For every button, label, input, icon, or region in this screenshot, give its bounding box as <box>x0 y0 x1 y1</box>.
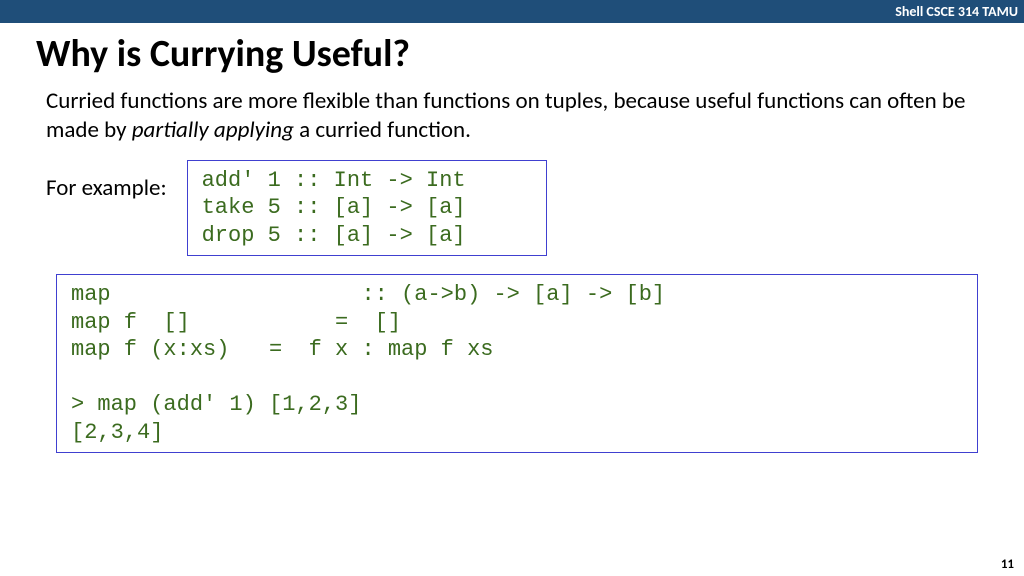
page-number: 11 <box>1001 557 1014 572</box>
para-emph: partially applying <box>132 116 294 144</box>
code-box-partial-apply: add' 1 :: Int -> Int take 5 :: [a] -> [a… <box>187 160 547 257</box>
header-bar: Shell CSCE 314 TAMU <box>0 0 1024 23</box>
example-label: For example: <box>46 160 167 202</box>
intro-paragraph: Curried functions are more flexible than… <box>36 87 988 146</box>
example-row: For example: add' 1 :: Int -> Int take 5… <box>36 160 988 257</box>
slide-body: Why is Currying Useful? Curried function… <box>0 23 1024 453</box>
slide-title: Why is Currying Useful? <box>36 31 988 77</box>
para-post: a curried function. <box>294 116 471 144</box>
code-box-map: map :: (a->b) -> [a] -> [b] map f [] = [… <box>56 274 978 453</box>
header-text: Shell CSCE 314 TAMU <box>895 3 1018 20</box>
